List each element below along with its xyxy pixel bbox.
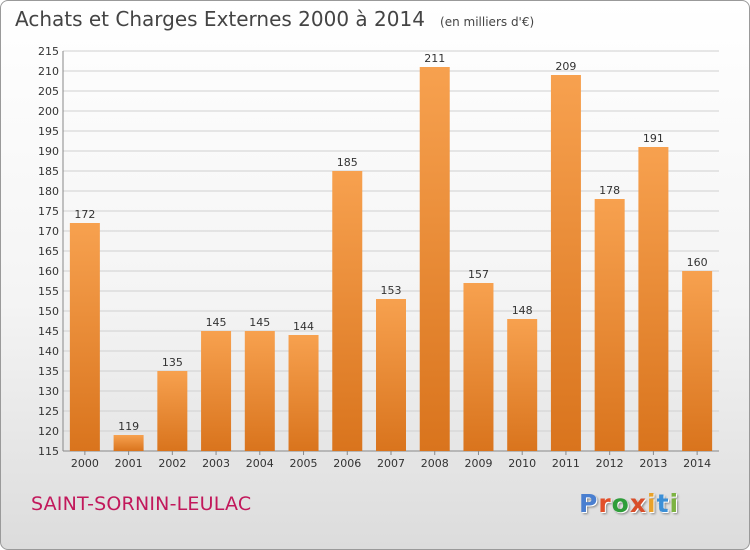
logo-letter: x (629, 489, 647, 518)
x-tick-label-2010: 2010 (508, 457, 536, 470)
y-tick-label: 145 (38, 325, 59, 338)
bar-2008 (419, 67, 450, 451)
y-tick-label: 175 (38, 205, 59, 218)
title-row: Achats et Charges Externes 2000 à 2014 (… (15, 7, 534, 31)
x-tick-label-2005: 2005 (290, 457, 318, 470)
bar-2000 (69, 223, 100, 451)
bar-2006 (332, 171, 363, 451)
y-tick-label: 195 (38, 125, 59, 138)
y-tick-label: 150 (38, 305, 59, 318)
value-label-2011: 209 (555, 60, 576, 73)
value-label-2014: 160 (687, 256, 708, 269)
y-tick-label: 190 (38, 145, 59, 158)
x-tick-label-2003: 2003 (202, 457, 230, 470)
logo-letter: o (611, 489, 630, 518)
value-label-2009: 157 (468, 268, 489, 281)
x-tick-label-2009: 2009 (464, 457, 492, 470)
bar-2011 (550, 75, 581, 451)
y-tick-label: 165 (38, 245, 59, 258)
y-tick-label: 125 (38, 405, 59, 418)
value-label-2004: 145 (249, 316, 270, 329)
y-tick-label: 120 (38, 425, 59, 438)
y-tick-label: 215 (38, 45, 59, 58)
bar-2010 (507, 319, 538, 451)
x-tick-label-2001: 2001 (115, 457, 143, 470)
y-tick-label: 170 (38, 225, 59, 238)
logo-letter: i (647, 489, 657, 518)
bar-2007 (376, 299, 406, 451)
value-label-2007: 153 (381, 284, 402, 297)
x-tick-label-2006: 2006 (333, 457, 361, 470)
chart-title: Achats et Charges Externes 2000 à 2014 (15, 7, 425, 31)
logo-letter: i (669, 489, 680, 518)
y-tick-label: 140 (38, 345, 59, 358)
y-tick-label: 130 (38, 385, 59, 398)
labels: 115 120 125 130 135 140 145 150 155 160 165 170 175 1… (38, 45, 711, 470)
bar-2009 (463, 283, 494, 451)
bar-2003 (201, 331, 232, 451)
y-tick-label: 205 (38, 85, 59, 98)
value-label-2006: 185 (337, 156, 358, 169)
x-tick-label-2000: 2000 (71, 457, 99, 470)
bars (69, 67, 713, 451)
bar-2005 (288, 335, 319, 451)
y-tick-label: 180 (38, 185, 59, 198)
proxiti-logo: Proxiti (579, 489, 679, 518)
bar-2014 (682, 271, 713, 451)
y-tick-label: 160 (38, 265, 59, 278)
value-label-2005: 144 (293, 320, 314, 333)
value-label-2000: 172 (74, 208, 95, 221)
logo-letter: r (598, 489, 612, 518)
x-tick-label-2014: 2014 (683, 457, 711, 470)
bar-2013 (638, 147, 669, 451)
y-tick-label: 155 (38, 285, 59, 298)
y-tick-label: 200 (38, 105, 59, 118)
value-label-2012: 178 (599, 184, 620, 197)
value-label-2008: 211 (424, 52, 445, 65)
x-tick-label-2012: 2012 (596, 457, 624, 470)
bar-2002 (157, 371, 188, 451)
value-label-2002: 135 (162, 356, 183, 369)
y-tick-label: 135 (38, 365, 59, 378)
x-tick-label-2004: 2004 (246, 457, 274, 470)
y-tick-label: 185 (38, 165, 59, 178)
chart-unit: (en milliers d'€) (440, 15, 535, 29)
value-label-2010: 148 (512, 304, 533, 317)
y-tick-label: 210 (38, 65, 59, 78)
x-tick-label-2002: 2002 (158, 457, 186, 470)
x-tick-label-2011: 2011 (552, 457, 580, 470)
city-name: SAINT-SORNIN-LEULAC (31, 493, 252, 515)
y-tick-label: 115 (38, 445, 59, 458)
value-label-2013: 191 (643, 132, 664, 145)
logo-letter: t (656, 489, 670, 518)
bar-2004 (244, 331, 275, 451)
logo-letter: P (579, 489, 599, 518)
bar-2012 (594, 199, 625, 451)
value-label-2001: 119 (118, 420, 139, 433)
x-tick-label-2007: 2007 (377, 457, 405, 470)
value-label-2003: 145 (206, 316, 227, 329)
bar-2001 (113, 435, 144, 451)
x-tick-label-2008: 2008 (421, 457, 449, 470)
x-tick-label-2013: 2013 (639, 457, 667, 470)
